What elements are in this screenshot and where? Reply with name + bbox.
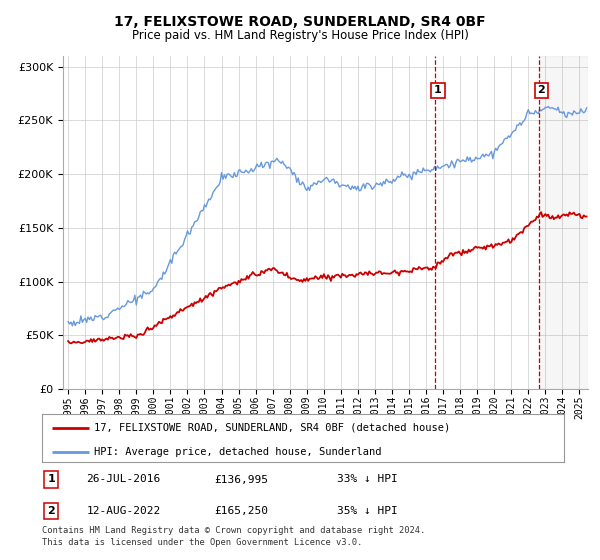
Text: £165,250: £165,250 — [214, 506, 268, 516]
Text: 1: 1 — [47, 474, 55, 484]
Text: 17, FELIXSTOWE ROAD, SUNDERLAND, SR4 0BF: 17, FELIXSTOWE ROAD, SUNDERLAND, SR4 0BF — [114, 15, 486, 29]
Text: 26-JUL-2016: 26-JUL-2016 — [86, 474, 161, 484]
Text: 2: 2 — [538, 85, 545, 95]
Text: 33% ↓ HPI: 33% ↓ HPI — [337, 474, 398, 484]
Text: Price paid vs. HM Land Registry's House Price Index (HPI): Price paid vs. HM Land Registry's House … — [131, 29, 469, 42]
Text: 2: 2 — [47, 506, 55, 516]
Text: £136,995: £136,995 — [214, 474, 268, 484]
Text: HPI: Average price, detached house, Sunderland: HPI: Average price, detached house, Sund… — [94, 446, 382, 456]
Text: 17, FELIXSTOWE ROAD, SUNDERLAND, SR4 0BF (detached house): 17, FELIXSTOWE ROAD, SUNDERLAND, SR4 0BF… — [94, 423, 451, 433]
Text: 35% ↓ HPI: 35% ↓ HPI — [337, 506, 398, 516]
Bar — [539, 56, 588, 389]
Text: 12-AUG-2022: 12-AUG-2022 — [86, 506, 161, 516]
Text: Contains HM Land Registry data © Crown copyright and database right 2024.: Contains HM Land Registry data © Crown c… — [42, 526, 425, 535]
Text: This data is licensed under the Open Government Licence v3.0.: This data is licensed under the Open Gov… — [42, 538, 362, 547]
Text: 1: 1 — [434, 85, 442, 95]
